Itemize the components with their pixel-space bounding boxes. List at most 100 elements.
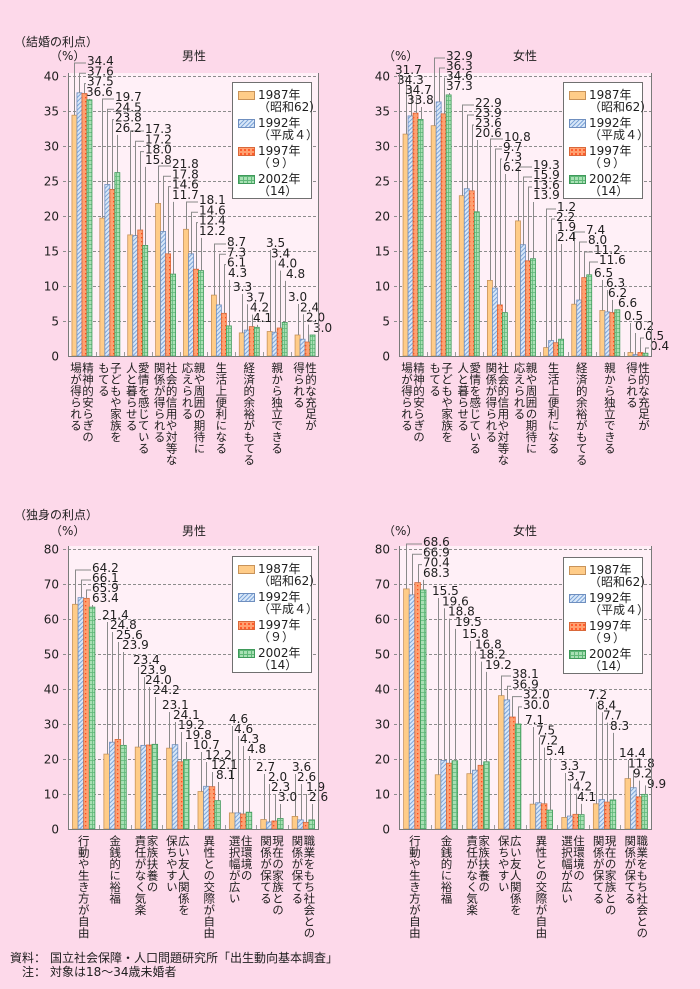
- note-text: 対象は18～34歳未婚者: [50, 965, 177, 979]
- y-tick-label: 60: [44, 613, 59, 627]
- legend-year: 2002年: [258, 646, 301, 660]
- bar-1992: [299, 338, 306, 357]
- bar-1992: [76, 92, 83, 357]
- single-section-heading: （独身の利点）: [14, 508, 99, 522]
- value-label: 26.2: [115, 121, 142, 135]
- y-tick-label: 40: [375, 683, 390, 697]
- legend-swatch-icon: [238, 649, 255, 658]
- legend-swatch-icon: [569, 91, 586, 100]
- bar-1992: [77, 597, 85, 830]
- bar-2002: [151, 743, 159, 830]
- leader-line: [439, 67, 445, 102]
- bar-1987: [561, 817, 568, 830]
- bar-1997: [83, 597, 90, 830]
- legend-swatch-icon: [238, 565, 255, 574]
- bar-1997: [81, 93, 88, 357]
- value-label: 15.9: [533, 168, 560, 182]
- leader-line: [168, 186, 171, 254]
- leader-line: [490, 138, 503, 281]
- legend-item: 1997年 （９）: [564, 142, 642, 170]
- y-unit-label: （%）: [383, 49, 419, 63]
- category-label: 家族扶養の 責任がなく気楽: [465, 835, 492, 916]
- value-labels: 34.4 19.7 17.3 21.8 18.1 8.7 3.3 3.5 3.0 37.6 24.5…: [86, 54, 332, 335]
- legend-year: 1987年: [258, 562, 301, 576]
- bar-1992: [472, 769, 479, 830]
- bar-1992: [109, 741, 116, 830]
- bar-1997: [146, 744, 153, 830]
- bar-1987: [402, 133, 409, 357]
- legend-swatch-icon: [238, 175, 255, 184]
- bar-2002: [183, 759, 190, 830]
- value-label: 36.3: [446, 59, 473, 73]
- bar-1992: [548, 340, 555, 357]
- legend-text: 1997年 （９）: [589, 145, 632, 169]
- category-label: 社会的信用や対等な 関係が得られる: [484, 362, 511, 466]
- leader-line: [102, 98, 114, 219]
- category-label: 家族扶養の 責任がなく気楽: [133, 835, 160, 916]
- leader-line: [589, 261, 598, 275]
- legend-text: 1997年 （９）: [258, 619, 301, 643]
- legend-era: （平成４）: [589, 603, 650, 617]
- category-label: 愛情を感じている 人と暮らせる: [456, 362, 483, 454]
- value-label: 2.3: [271, 780, 290, 794]
- leader-line: [186, 201, 198, 230]
- bar-1992: [630, 787, 637, 830]
- bar-1987: [127, 234, 134, 357]
- value-label: 7.4: [586, 223, 605, 237]
- value-label: 12.2: [205, 748, 232, 762]
- bar-1997: [177, 761, 184, 830]
- leader-line: [130, 130, 144, 235]
- value-label: 17.8: [172, 167, 199, 181]
- leader-line: [107, 108, 114, 185]
- legend-item: 1992年 （平成４）: [233, 588, 318, 616]
- bar-1997: [581, 277, 588, 357]
- bar-1987: [434, 774, 442, 830]
- bar-1987: [529, 803, 537, 830]
- legend-item: 2002年 （14）: [564, 645, 642, 673]
- legend-text: 1992年 （平成４）: [258, 591, 318, 615]
- legend-year: 1992年: [258, 590, 301, 604]
- bar-1992: [576, 299, 583, 357]
- value-label: 16.8: [475, 637, 502, 651]
- bar-2002: [420, 589, 427, 830]
- legend-era: （９）: [258, 156, 295, 170]
- value-label: 19.6: [442, 594, 469, 608]
- y-tick-label: 0: [51, 823, 59, 837]
- bar-1987: [627, 352, 634, 357]
- value-label: 2.6: [297, 770, 316, 784]
- leader-line: [574, 231, 585, 305]
- bar-1987: [155, 202, 162, 357]
- category-label: 生活上便利になる: [546, 362, 561, 454]
- legend-swatch-icon: [569, 175, 586, 184]
- value-label: 4.2: [250, 301, 269, 315]
- bar-2002: [114, 172, 121, 357]
- chart-title: 女性: [513, 524, 538, 538]
- value-label: 36.9: [512, 677, 539, 691]
- bar-1992: [271, 331, 278, 357]
- value-label: 6.2: [503, 160, 522, 174]
- value-label: 0.5: [645, 329, 664, 343]
- bar-2002: [558, 338, 565, 357]
- bar-2002: [214, 800, 221, 830]
- bar-1997: [525, 260, 531, 357]
- legend-item: 1992年 （平成４）: [233, 114, 318, 142]
- value-label: 24.2: [153, 683, 180, 697]
- bar-1987: [260, 819, 267, 830]
- legend-text: 1997年 （９）: [258, 145, 301, 169]
- bar-1997: [248, 326, 255, 357]
- bar-1987: [210, 294, 217, 357]
- value-label: 5.4: [546, 744, 565, 758]
- category-label: 生活上便利になる: [214, 362, 229, 454]
- bar-2002: [445, 94, 452, 357]
- value-label: 24.0: [145, 673, 172, 687]
- bar-1997: [604, 801, 611, 830]
- leader-line: [640, 337, 644, 353]
- bar-1997: [193, 268, 199, 357]
- bar-2002: [417, 119, 424, 357]
- legend-year: 1987年: [589, 563, 632, 577]
- leader-line: [444, 77, 445, 114]
- category-label: 性的な充足が 得られる: [624, 362, 651, 431]
- value-label: 3.6: [292, 760, 311, 774]
- value-label: 3.7: [246, 290, 265, 304]
- bar-2002: [641, 793, 648, 830]
